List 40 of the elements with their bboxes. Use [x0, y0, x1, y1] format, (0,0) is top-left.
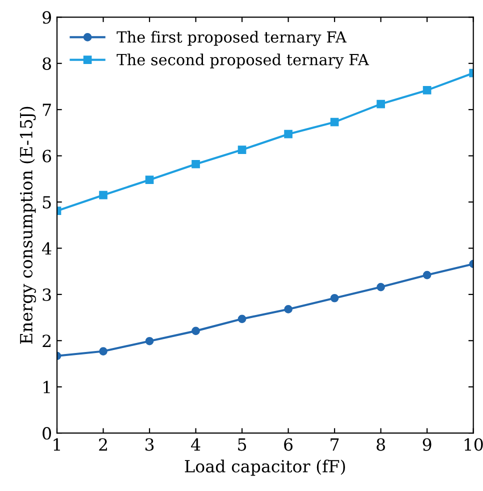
point [192, 326, 200, 336]
x-tick-label: 2 [99, 438, 107, 451]
y-tick-label: 8 [42, 57, 52, 70]
point [422, 86, 432, 94]
point [145, 176, 154, 184]
y-axis-title: Energy consumption (E-15J) [20, 106, 36, 344]
y-tick-label: 4 [42, 242, 52, 255]
point [284, 305, 292, 314]
x-tick-label: 6 [284, 438, 293, 451]
point [99, 347, 108, 356]
x-tick-label: 4 [190, 438, 200, 451]
point [99, 190, 108, 200]
point [192, 160, 200, 168]
x-axis-title: Load capacitor (fF) [184, 460, 345, 476]
point [238, 146, 246, 154]
x-tick-label: 10 [464, 438, 483, 451]
x-tick-label: 3 [145, 438, 154, 451]
x-tick-label: 5 [238, 438, 246, 451]
y-tick-label: 9 [42, 11, 52, 24]
y-tick-label: 0 [42, 427, 52, 440]
point [284, 130, 292, 138]
x-tick-label: 7 [330, 438, 339, 451]
x-tick-label: 8 [376, 438, 385, 451]
y-tick-label: 3 [42, 288, 51, 302]
legend-label: The first proposed ternary FA [116, 30, 347, 46]
y-tick-label: 5 [42, 196, 51, 209]
y-tick-label: 1 [44, 380, 50, 394]
x-tick-label: 9 [422, 438, 432, 451]
point [238, 314, 246, 324]
y-tick-label: 7 [42, 104, 51, 116]
x-tick-label: 1 [54, 438, 60, 451]
legend-label: The second proposed ternary FA [116, 54, 370, 69]
point [376, 282, 385, 292]
y-tick-label: 2 [42, 334, 50, 347]
point [145, 336, 154, 346]
point [422, 270, 432, 280]
point [330, 294, 339, 302]
point [376, 100, 385, 108]
point [330, 118, 339, 126]
y-tick-label: 6 [42, 150, 52, 162]
